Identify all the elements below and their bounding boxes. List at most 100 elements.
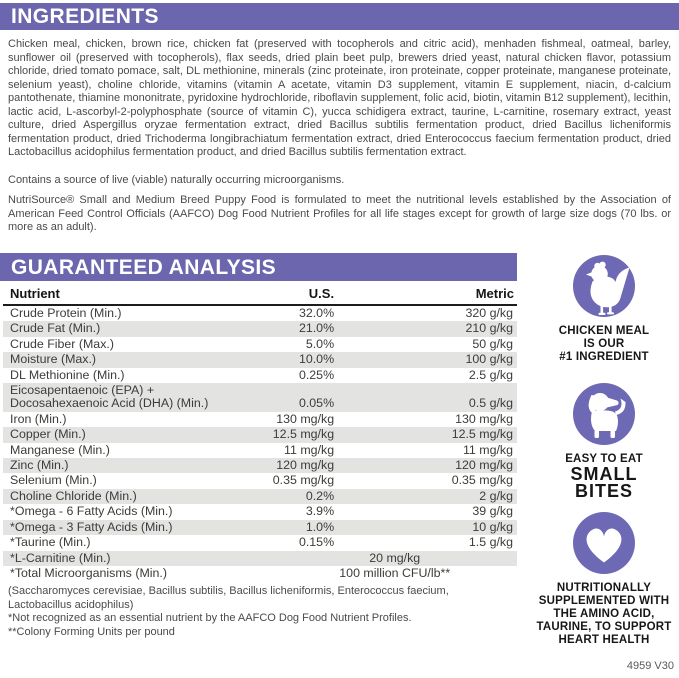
ga-metric-value-cell: 10 g/kg (472, 519, 513, 534)
ga-metric-value-cell: 1.5 g/kg (468, 535, 513, 550)
ga-row: *Taurine (Min.) 0.15% 1.5 g/kg (3, 535, 517, 550)
badge-line: #1 INGREDIENT (559, 351, 649, 363)
ga-row: *Omega - 6 Fatty Acids (Min.) 3.9% 39 g/kg (3, 504, 517, 519)
badge-heart-health: NUTRITIONALLY SUPPLEMENTED WITH THE AMIN… (529, 511, 679, 647)
ga-row: Crude Fat (Min.) 21.0% 210 g/kg (3, 321, 517, 337)
badge-line: TAURINE, TO SUPPORT (536, 621, 672, 633)
ga-us-value-cell: 0.25% (298, 367, 335, 382)
guaranteed-analysis-title: GUARANTEED ANALYSIS (11, 255, 277, 279)
ingredients-title: INGREDIENTS (11, 5, 159, 28)
ga-us-value-cell: 0.35 mg/kg (272, 473, 335, 488)
ga-row: Crude Fiber (Max.) 5.0% 50 g/kg (3, 337, 517, 352)
chicken-icon (573, 255, 635, 317)
ga-row: Iron (Min.) 130 mg/kg 130 mg/kg (3, 412, 517, 427)
ga-us-value-cell: 11 mg/kg (284, 442, 335, 457)
ga-metric-value-cell: 210 g/kg (465, 321, 513, 336)
ga-nutrient-cell: DL Methionine (Min.) (10, 367, 125, 382)
ga-nutrient-cell: Crude Fiber (Max.) (10, 336, 114, 351)
badge-line: EASY TO EAT (565, 453, 643, 465)
ga-nutrient-cell: Crude Fat (Min.) (10, 321, 101, 336)
footnotes: (Saccharomyces cerevisiae, Bacillus subt… (8, 585, 510, 639)
guaranteed-analysis-table: Nutrient U.S. Metric Crude Protein (Min.… (3, 284, 517, 581)
ingredients-header-bar: INGREDIENTS (0, 3, 679, 30)
ga-nutrient-cell: *L-Carnitine (Min.) (10, 550, 111, 565)
ga-nutrient-cell: Manganese (Min.) (10, 442, 110, 457)
heart-icon (573, 512, 635, 574)
ga-row: Eicosapentaenoic (EPA) + Docosahexaenoic… (3, 383, 517, 412)
footnote-organisms: (Saccharomyces cerevisiae, Bacillus subt… (8, 585, 449, 611)
ga-metric-value-cell: 320 g/kg (465, 306, 513, 320)
badge-line: THE AMINO ACID, (553, 608, 655, 620)
badge-line: IS OUR (583, 338, 625, 350)
aafco-statement: NutriSource® Small and Medium Breed Pupp… (8, 194, 671, 233)
ga-row: Manganese (Min.) 11 mg/kg 11 mg/kg (3, 443, 517, 458)
badge-small-bites: EASY TO EAT SMALL BITES (529, 382, 679, 500)
footnote-cfu: **Colony Forming Units per pound (8, 625, 175, 638)
ga-metric-value-cell: 12.5 mg/kg (451, 427, 513, 442)
ga-us-value-cell: 130 mg/kg (276, 411, 335, 426)
ga-metric-value-cell: 2 g/kg (479, 488, 513, 503)
ga-us-value-cell: 120 mg/kg (276, 458, 335, 473)
ga-metric-value-cell: 100 g/kg (465, 352, 513, 367)
ga-nutrient-cell: Choline Chloride (Min.) (10, 488, 137, 503)
product-code: 4959 V30 (626, 660, 674, 672)
guaranteed-analysis-header-bar: GUARANTEED ANALYSIS (0, 253, 517, 281)
ga-metric-value-cell: 11 mg/kg (462, 442, 513, 457)
ga-row: Copper (Min.) 12.5 mg/kg 12.5 mg/kg (3, 427, 517, 443)
ga-table-body: Crude Protein (Min.) 32.0% 320 g/kg Crude F… (3, 305, 517, 581)
ga-metric-value-cell: 39 g/kg (472, 504, 513, 519)
ga-us-value-cell: 21.0% (298, 321, 335, 336)
ga-us-value-cell: 12.5 mg/kg (272, 427, 335, 442)
ga-row: Moisture (Max.) 10.0% 100 g/kg (3, 352, 517, 368)
ga-row: Crude Protein (Min.) 32.0% 320 g/kg (3, 305, 517, 321)
ga-us-value-cell: 5.0% (305, 336, 335, 351)
badge-line: NUTRITIONALLY (556, 582, 652, 594)
ga-nutrient-cell: Zinc (Min.) (10, 458, 69, 473)
ga-nutrient-cell: Crude Protein (Min.) (10, 306, 122, 320)
ga-row: DL Methionine (Min.) 0.25% 2.5 g/kg (3, 368, 517, 383)
ga-nutrient-cell: Eicosapentaenoic (EPA) + Docosahexaenoic… (10, 383, 209, 411)
badge-chicken-meal: CHICKEN MEAL IS OUR #1 INGREDIENT (529, 254, 679, 364)
ga-us-value-cell: 0.15% (298, 535, 335, 550)
ga-metric-value-cell: 130 mg/kg (455, 411, 513, 426)
ga-nutrient-cell: Iron (Min.) (10, 411, 67, 426)
ga-row: Selenium (Min.) 0.35 mg/kg 0.35 mg/kg (3, 473, 517, 488)
ga-metric-value-cell: 0.5 g/kg (468, 396, 513, 411)
ga-row: *Omega - 3 Fatty Acids (Min.) 1.0% 10 g/kg (3, 519, 517, 536)
ga-us-value-cell: 1.0% (305, 519, 335, 534)
ga-table-head: Nutrient U.S. Metric (3, 284, 517, 306)
ga-row: *Total Microorganisms (Min.) 100 million … (3, 566, 517, 581)
col-header-nutrient: Nutrient (3, 284, 240, 306)
ingredients-paragraph: Chicken meal, chicken, brown rice, chick… (8, 38, 671, 158)
ga-nutrient-cell: *Taurine (Min.) (10, 535, 91, 550)
ga-us-value-cell: 32.0% (298, 306, 335, 320)
ga-metric-value-cell: 50 g/kg (472, 336, 513, 351)
ga-us-value-cell: 0.05% (298, 396, 335, 411)
badge-heart-health-label: NUTRITIONALLY SUPPLEMENTED WITH THE AMIN… (529, 582, 679, 647)
ga-us-value-cell: 10.0% (298, 352, 335, 367)
col-header-metric: Metric (337, 284, 517, 306)
badge-line: SMALL (570, 464, 638, 484)
ga-metric-value-cell: 0.35 mg/kg (451, 473, 513, 488)
ga-metric-value-cell: 2.5 g/kg (468, 367, 513, 382)
badge-small-bites-label: EASY TO EAT SMALL BITES (529, 453, 679, 500)
ga-us-value-cell: 3.9% (305, 504, 335, 519)
badge-line: SUPPLEMENTED WITH (538, 595, 670, 607)
ga-row: Choline Chloride (Min.) 0.2% 2 g/kg (3, 488, 517, 505)
puppy-icon (573, 383, 635, 445)
ga-combined-value-cell: 100 million CFU/lb** (339, 565, 451, 580)
ga-metric-value-cell: 120 mg/kg (455, 458, 513, 473)
ga-us-value-cell: 0.2% (305, 488, 335, 503)
ga-nutrient-cell: *Total Microorganisms (Min.) (10, 565, 167, 580)
badge-line: CHICKEN MEAL (558, 325, 650, 337)
ga-header-row: Nutrient U.S. Metric (3, 284, 517, 306)
badge-line: BITES (574, 481, 633, 501)
ga-combined-value-cell: 20 mg/kg (369, 550, 421, 565)
badge-chicken-meal-label: CHICKEN MEAL IS OUR #1 INGREDIENT (529, 325, 679, 364)
ga-nutrient-cell: Copper (Min.) (10, 427, 86, 442)
footnote-not-recognized: *Not recognized as an essential nutrient… (8, 612, 412, 624)
badge-line: HEART HEALTH (558, 634, 650, 646)
ga-nutrient-cell: *Omega - 6 Fatty Acids (Min.) (10, 504, 173, 519)
col-header-us: U.S. (239, 284, 338, 306)
